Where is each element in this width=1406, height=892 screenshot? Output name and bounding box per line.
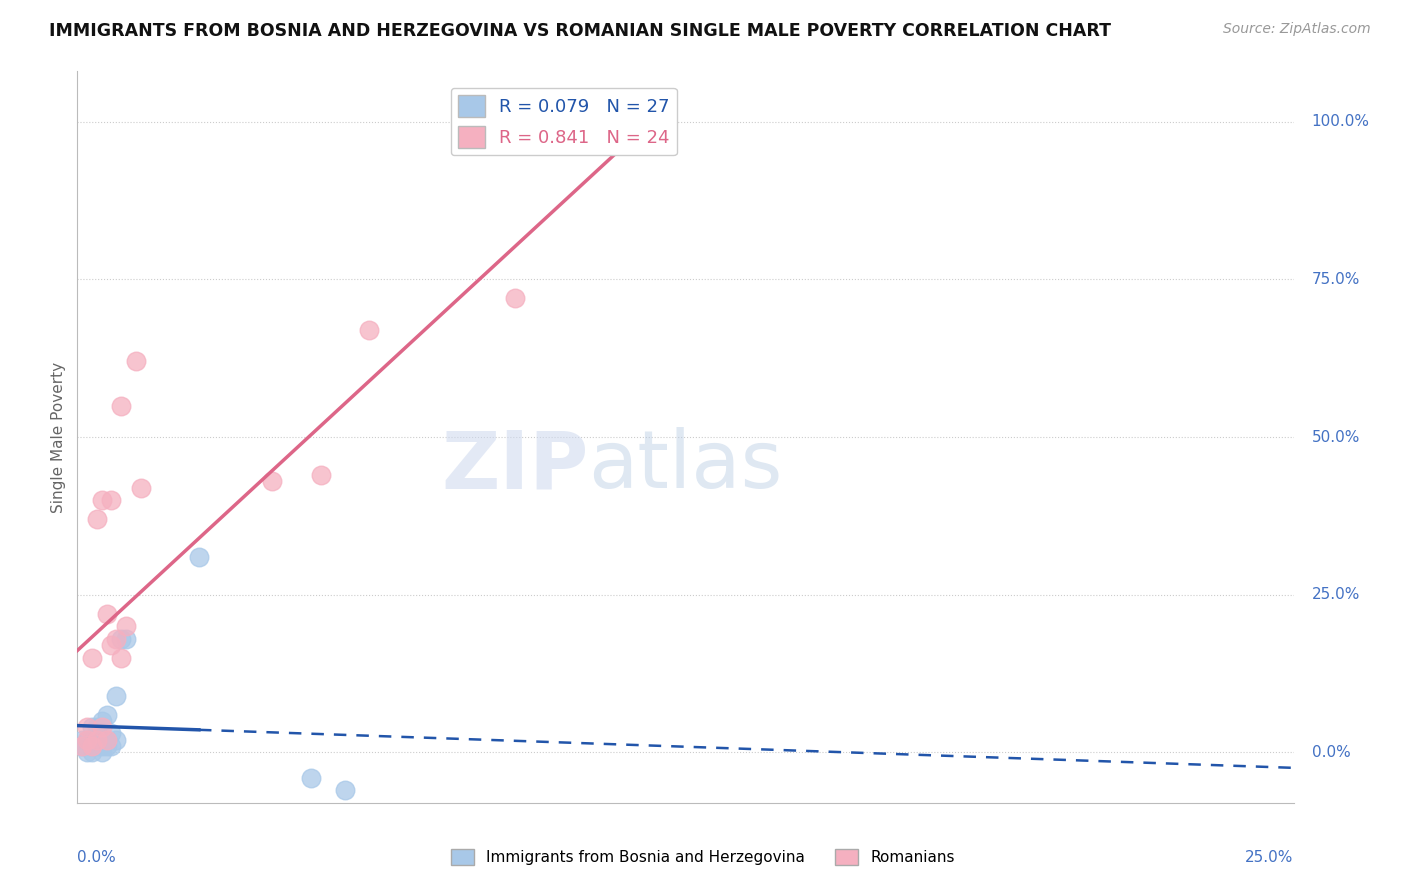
- Point: [80, 720, 103, 734]
- Point: [309, 467, 332, 482]
- Text: atlas: atlas: [588, 427, 783, 506]
- Point: [70, 739, 93, 753]
- Point: [188, 549, 211, 564]
- Point: [105, 632, 128, 646]
- Point: [626, 128, 648, 142]
- Point: [86, 732, 108, 747]
- Point: [90, 714, 112, 728]
- Point: [100, 726, 122, 740]
- Text: Source: ZipAtlas.com: Source: ZipAtlas.com: [1223, 22, 1371, 37]
- Point: [86, 732, 108, 747]
- Point: [299, 771, 322, 785]
- Text: 0.0%: 0.0%: [1312, 745, 1351, 760]
- Point: [80, 745, 103, 759]
- Point: [105, 689, 128, 703]
- Point: [90, 732, 112, 747]
- Text: 25.0%: 25.0%: [1312, 587, 1360, 602]
- Point: [503, 291, 526, 305]
- Point: [80, 739, 103, 753]
- Point: [90, 745, 112, 759]
- Point: [86, 512, 108, 526]
- Text: IMMIGRANTS FROM BOSNIA AND HERZEGOVINA VS ROMANIAN SINGLE MALE POVERTY CORRELATI: IMMIGRANTS FROM BOSNIA AND HERZEGOVINA V…: [49, 22, 1111, 40]
- Point: [110, 399, 132, 413]
- Text: 75.0%: 75.0%: [1312, 272, 1360, 287]
- Point: [115, 619, 138, 633]
- Legend: Immigrants from Bosnia and Herzegovina, Romanians: Immigrants from Bosnia and Herzegovina, …: [444, 843, 962, 871]
- Point: [96, 732, 118, 747]
- Point: [96, 707, 118, 722]
- Point: [100, 493, 122, 508]
- Point: [105, 732, 128, 747]
- Point: [260, 474, 283, 488]
- Text: 25.0%: 25.0%: [1246, 850, 1294, 865]
- Point: [115, 632, 138, 646]
- Text: 0.0%: 0.0%: [77, 850, 117, 865]
- Point: [70, 732, 93, 747]
- Point: [80, 739, 103, 753]
- Point: [86, 720, 108, 734]
- Point: [96, 607, 118, 621]
- Point: [333, 783, 356, 797]
- Legend: R = 0.079   N = 27, R = 0.841   N = 24: R = 0.079 N = 27, R = 0.841 N = 24: [450, 87, 678, 155]
- Point: [125, 354, 148, 368]
- Point: [129, 481, 152, 495]
- Y-axis label: Single Male Poverty: Single Male Poverty: [51, 361, 66, 513]
- Point: [110, 650, 132, 665]
- Point: [96, 739, 118, 753]
- Text: 50.0%: 50.0%: [1312, 430, 1360, 444]
- Point: [359, 323, 381, 337]
- Point: [90, 720, 112, 734]
- Point: [76, 720, 98, 734]
- Point: [110, 632, 132, 646]
- Point: [80, 650, 103, 665]
- Point: [80, 732, 103, 747]
- Point: [90, 739, 112, 753]
- Point: [76, 732, 98, 747]
- Point: [86, 739, 108, 753]
- Point: [90, 493, 112, 508]
- Text: 100.0%: 100.0%: [1312, 114, 1369, 129]
- Point: [76, 732, 98, 747]
- Point: [76, 745, 98, 759]
- Text: ZIP: ZIP: [441, 427, 588, 506]
- Point: [96, 732, 118, 747]
- Point: [100, 739, 122, 753]
- Point: [70, 739, 93, 753]
- Point: [100, 638, 122, 652]
